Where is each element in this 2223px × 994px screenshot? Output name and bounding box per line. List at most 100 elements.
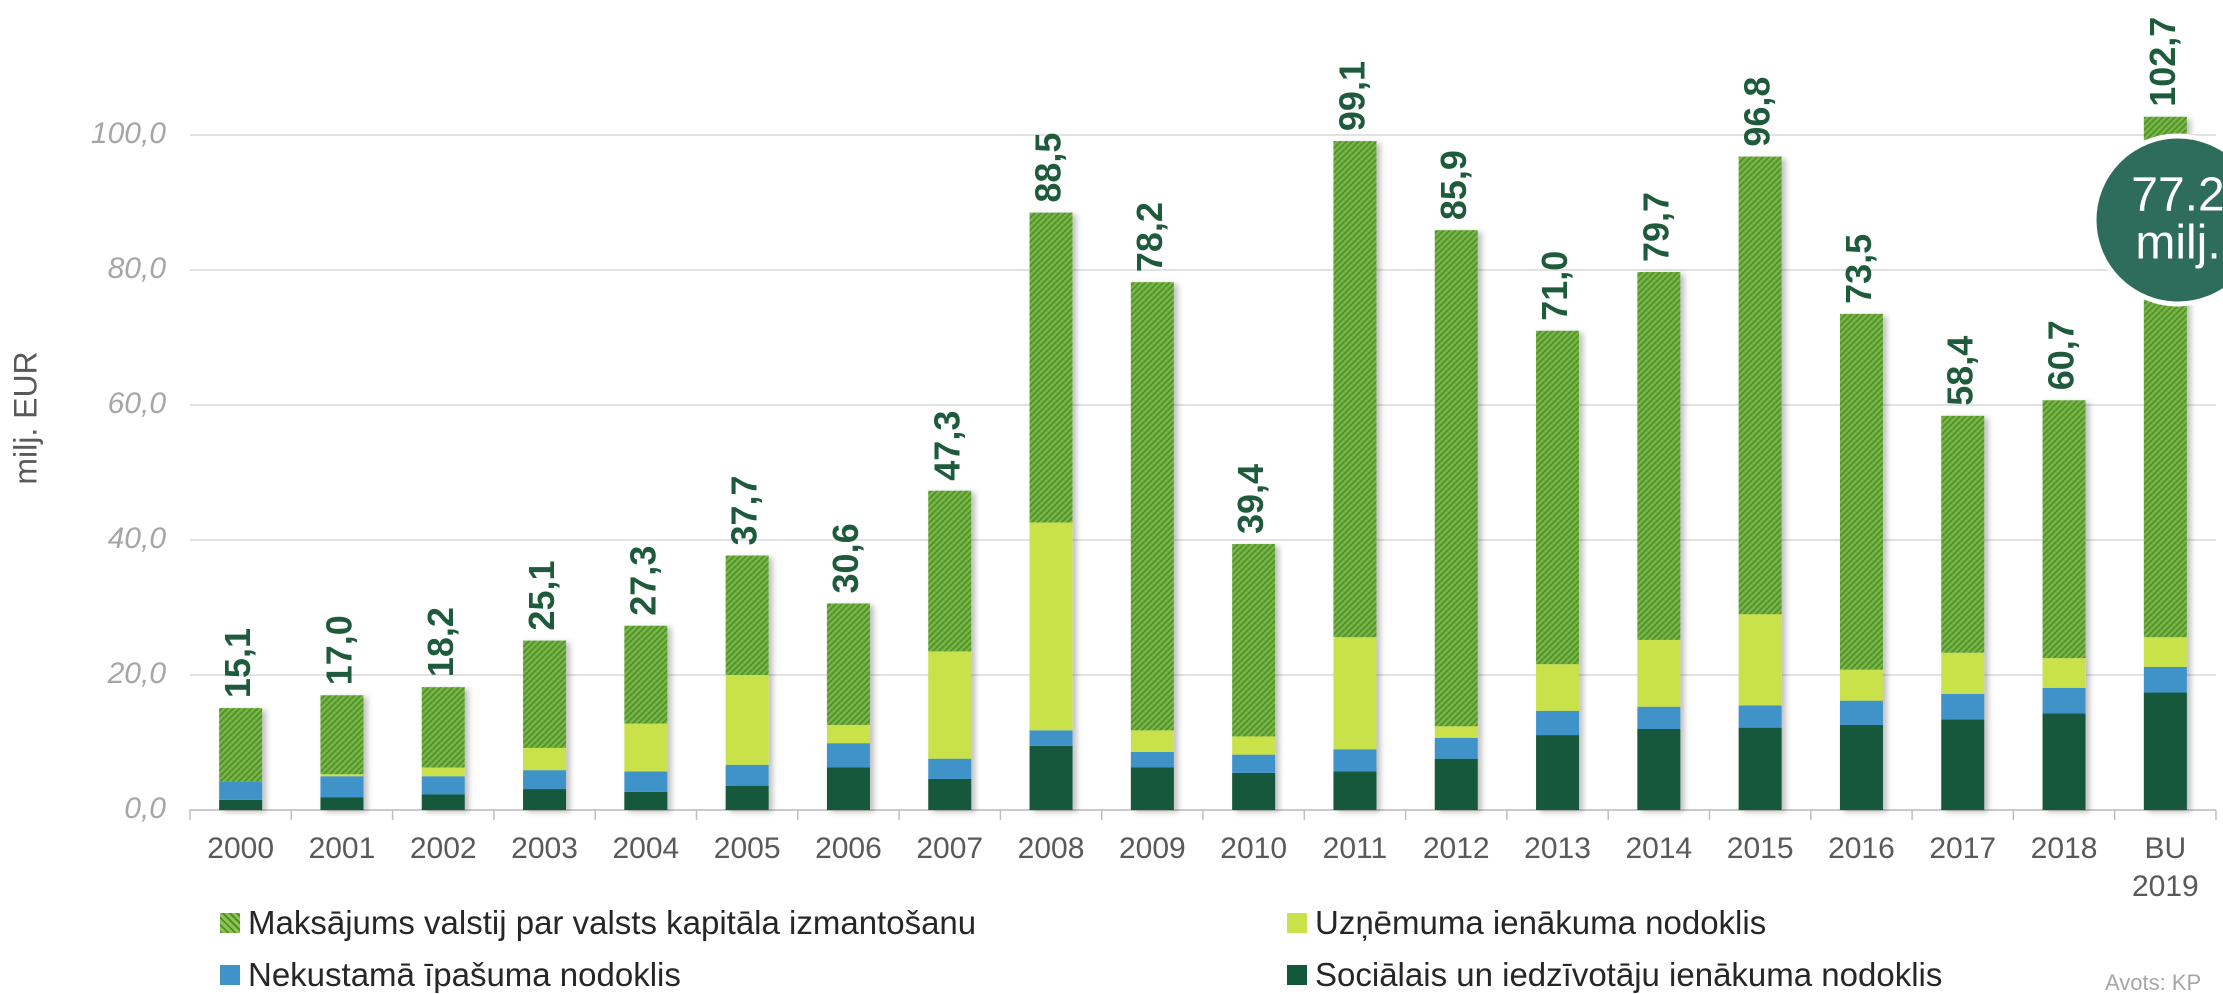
legend-swatch [220,965,240,985]
bar-segment [1536,710,1580,736]
bar-segment [1637,706,1681,729]
bar-segment [1029,522,1073,731]
bar-segment [725,555,769,675]
bar-stack [826,603,870,810]
bar-segment [1130,730,1174,752]
y-tick-label: 100,0 [91,117,166,150]
bar-segment [320,774,364,777]
bar-stack [2042,400,2086,810]
bar-segment [219,708,263,782]
bar-segment [826,743,870,768]
bar-segment [523,640,567,748]
bar-segment [1839,313,1883,670]
bar-segment [2143,666,2187,693]
bar-segment [523,789,567,810]
bar-stack [928,490,972,810]
bar-segment [1536,330,1580,665]
bar-stack [725,555,769,810]
bar-segment [725,675,769,765]
bar-segment [1536,664,1580,711]
bar-segment [1333,141,1377,638]
bar-segment [826,724,870,744]
x-tick-label: 2014 [1625,832,1693,865]
total-label: 15,1 [217,628,258,698]
total-label: 78,2 [1129,202,1170,272]
x-tick-label: 2015 [1726,832,1794,865]
bar-segment [1738,614,1782,706]
total-label: 85,9 [1433,150,1474,220]
bar-segment [1232,544,1276,737]
bar-segment [928,758,972,779]
x-tick-label: 2005 [713,832,781,865]
bar-stack [1029,212,1073,810]
bar-segment [928,651,972,759]
total-label: 71,0 [1534,251,1575,321]
bar-segment [320,797,364,810]
x-tick-label: 2006 [815,832,882,865]
total-label: 27,3 [622,546,663,616]
total-label: 73,5 [1838,234,1879,304]
total-label: 102,7 [2142,17,2183,107]
x-tick-label: 2013 [1524,832,1591,865]
total-label: 47,3 [926,411,967,481]
bar-segment [1738,156,1782,615]
y-tick-label: 20,0 [107,657,167,690]
bar-segment [1434,726,1478,738]
bar-stack [1637,272,1681,810]
legend-item: Nekustamā īpašuma nodoklis [220,956,681,994]
bar-segment [1232,754,1276,773]
legend-label: Uzņēmuma ienākuma nodoklis [1315,904,1767,941]
bar-segment [2042,687,2086,714]
x-tick-label: 2016 [1828,832,1895,865]
total-label: 17,0 [318,615,359,685]
bar-segment [1029,745,1073,810]
bar-segment [2042,713,2086,810]
bar-segment [624,723,668,772]
bar-segment [219,799,263,810]
total-label: 30,6 [825,523,866,593]
bar-segment [421,687,465,768]
bar-segment [826,603,870,725]
x-tick-label: 2008 [1017,832,1085,865]
y-tick-label: 40,0 [108,522,167,555]
bar-segment [1130,751,1174,768]
bar-segment [1333,771,1377,810]
bar-segment [1839,700,1883,725]
bar-segment [725,785,769,810]
bar-stack [1738,156,1782,810]
total-label: 58,4 [1939,336,1980,406]
total-label: 60,7 [2041,320,2082,390]
bar-segment [1738,705,1782,728]
y-tick-label: 60,0 [108,387,167,420]
bar-segment [624,625,668,724]
bar-segment [219,781,263,800]
bar-segment [1839,669,1883,701]
bar-segment [1434,230,1478,727]
bar-segment [1941,693,1985,720]
bar-segment [1738,727,1782,810]
bar-segment [1637,729,1681,810]
callout-bubble [2091,133,2223,307]
bar-segment [2042,658,2086,688]
legend-item: Uzņēmuma ienākuma nodoklis [1287,904,1766,942]
bar-segment [1130,767,1174,810]
bar-segment [1232,772,1276,810]
x-tick-label: 2007 [916,832,984,865]
y-tick-label: 0,0 [124,792,166,825]
total-label: 96,8 [1737,77,1778,147]
bar-segment [421,794,465,810]
bar-segment [523,770,567,790]
bar-stack [1941,415,1985,810]
x-tick-label: 2009 [1118,832,1186,865]
bar-segment [2143,692,2187,810]
bar-segment [523,747,567,771]
total-label: 79,7 [1635,192,1676,262]
legend-swatch [1287,913,1307,933]
bar-segment [1434,758,1478,810]
x-tick-label: 2011 [1322,832,1388,865]
x-tick-label: 2001 [308,832,376,865]
y-tick-label: 80,0 [108,252,167,285]
callout-value: 77.2 [2131,169,2223,222]
